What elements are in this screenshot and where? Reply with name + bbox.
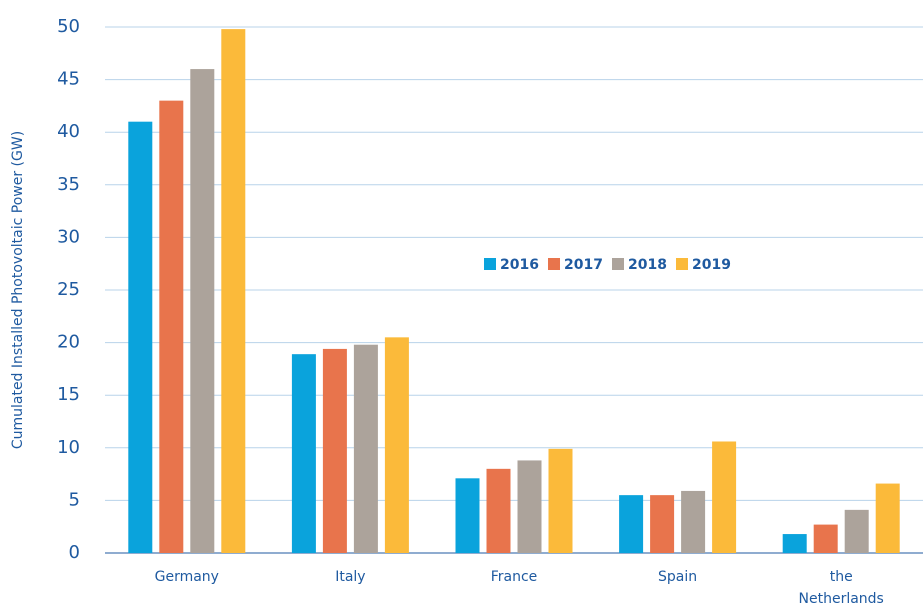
y-tick-label: 20	[57, 332, 80, 353]
y-tick-label: 50	[57, 16, 80, 37]
legend-swatch	[612, 258, 624, 270]
bar	[384, 337, 409, 553]
bar	[619, 495, 644, 553]
bar	[681, 490, 706, 553]
legend-swatch	[484, 258, 496, 270]
bar	[548, 448, 573, 553]
x-tick-label: Italy	[335, 569, 365, 585]
y-tick-label: 30	[57, 226, 80, 247]
bar	[517, 460, 542, 553]
y-tick-label: 35	[57, 174, 80, 195]
bar	[813, 524, 838, 553]
bar	[190, 69, 215, 553]
legend-label: 2019	[692, 257, 731, 273]
y-tick-label: 5	[69, 489, 80, 510]
y-tick-label: 10	[57, 437, 80, 458]
bar	[353, 344, 378, 553]
x-tick-label: France	[491, 569, 538, 585]
bar	[712, 441, 737, 553]
y-tick-label: 25	[57, 279, 80, 300]
bar	[875, 483, 900, 553]
bar	[128, 121, 153, 554]
y-tick-label: 45	[57, 69, 80, 90]
legend-label: 2017	[564, 257, 603, 273]
bar	[159, 100, 184, 553]
bar	[486, 468, 511, 553]
legend-swatch	[548, 258, 560, 270]
bar	[322, 348, 347, 553]
bar	[221, 29, 246, 553]
bar	[291, 354, 316, 553]
legend-swatch	[676, 258, 688, 270]
legend-label: 2018	[628, 257, 667, 273]
bar	[650, 495, 675, 553]
y-axis-label: Cumulated Installed Photovoltaic Power (…	[10, 131, 26, 449]
x-tick-label: Germany	[155, 569, 219, 585]
x-tick-label-line: the	[830, 569, 853, 585]
bar	[455, 478, 480, 553]
y-tick-label: 15	[57, 384, 80, 405]
y-tick-label: 0	[69, 542, 80, 563]
x-tick-label-line: Netherlands	[799, 591, 884, 607]
bar	[782, 534, 807, 553]
y-tick-label: 40	[57, 121, 80, 142]
bar	[844, 509, 869, 553]
x-tick-label: the Netherlands	[799, 569, 884, 607]
legend-label: 2016	[500, 257, 539, 273]
x-tick-label: Spain	[658, 569, 697, 585]
